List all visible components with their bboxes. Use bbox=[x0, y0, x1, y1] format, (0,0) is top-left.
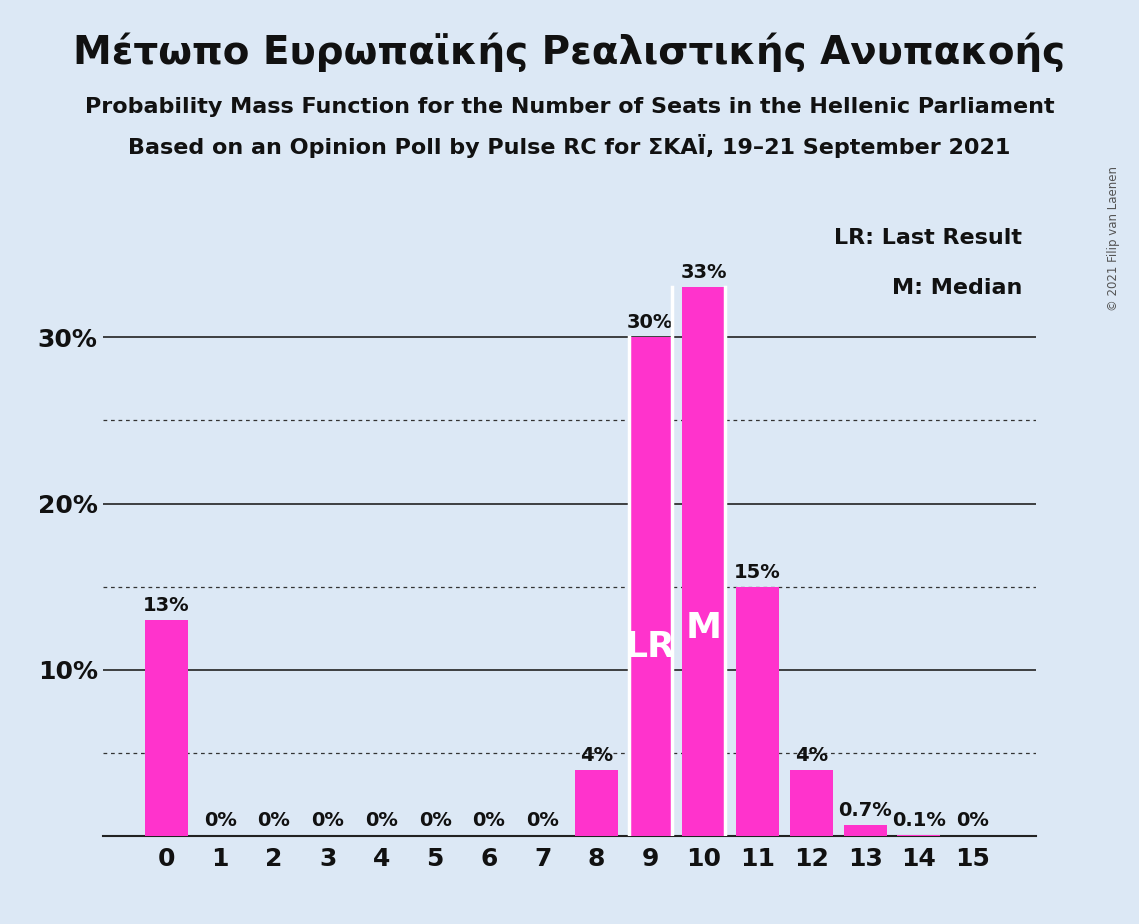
Text: 33%: 33% bbox=[681, 263, 727, 283]
Bar bbox=[736, 587, 779, 836]
Text: 0.7%: 0.7% bbox=[838, 800, 892, 820]
Text: LR: LR bbox=[624, 629, 675, 663]
Bar bbox=[789, 770, 833, 836]
Text: 0%: 0% bbox=[473, 810, 506, 830]
Text: 0%: 0% bbox=[204, 810, 237, 830]
Text: © 2021 Filip van Laenen: © 2021 Filip van Laenen bbox=[1107, 166, 1121, 311]
Text: Based on an Opinion Poll by Pulse RC for ΣΚΑΪ, 19–21 September 2021: Based on an Opinion Poll by Pulse RC for… bbox=[129, 134, 1010, 158]
Text: 0%: 0% bbox=[257, 810, 290, 830]
Bar bbox=[145, 620, 188, 836]
Bar bbox=[898, 834, 941, 836]
Text: 0.1%: 0.1% bbox=[892, 810, 945, 830]
Bar bbox=[844, 824, 886, 836]
Text: 0%: 0% bbox=[956, 810, 989, 830]
Text: 0%: 0% bbox=[526, 810, 559, 830]
Text: M: M bbox=[686, 611, 722, 645]
Text: 13%: 13% bbox=[144, 596, 190, 615]
Bar bbox=[682, 287, 726, 836]
Bar bbox=[629, 337, 672, 836]
Text: 30%: 30% bbox=[626, 313, 673, 333]
Text: LR: Last Result: LR: Last Result bbox=[835, 228, 1023, 249]
Bar bbox=[575, 770, 617, 836]
Text: 0%: 0% bbox=[419, 810, 451, 830]
Text: Μέτωπο Ευρωπαϊκής Ρεαλιστικής Ανυπακοής: Μέτωπο Ευρωπαϊκής Ρεαλιστικής Ανυπακοής bbox=[73, 32, 1066, 72]
Text: 4%: 4% bbox=[580, 746, 613, 765]
Text: 0%: 0% bbox=[364, 810, 398, 830]
Text: 15%: 15% bbox=[735, 563, 781, 582]
Text: Probability Mass Function for the Number of Seats in the Hellenic Parliament: Probability Mass Function for the Number… bbox=[84, 97, 1055, 117]
Text: 4%: 4% bbox=[795, 746, 828, 765]
Text: 0%: 0% bbox=[311, 810, 344, 830]
Text: M: Median: M: Median bbox=[892, 278, 1023, 298]
